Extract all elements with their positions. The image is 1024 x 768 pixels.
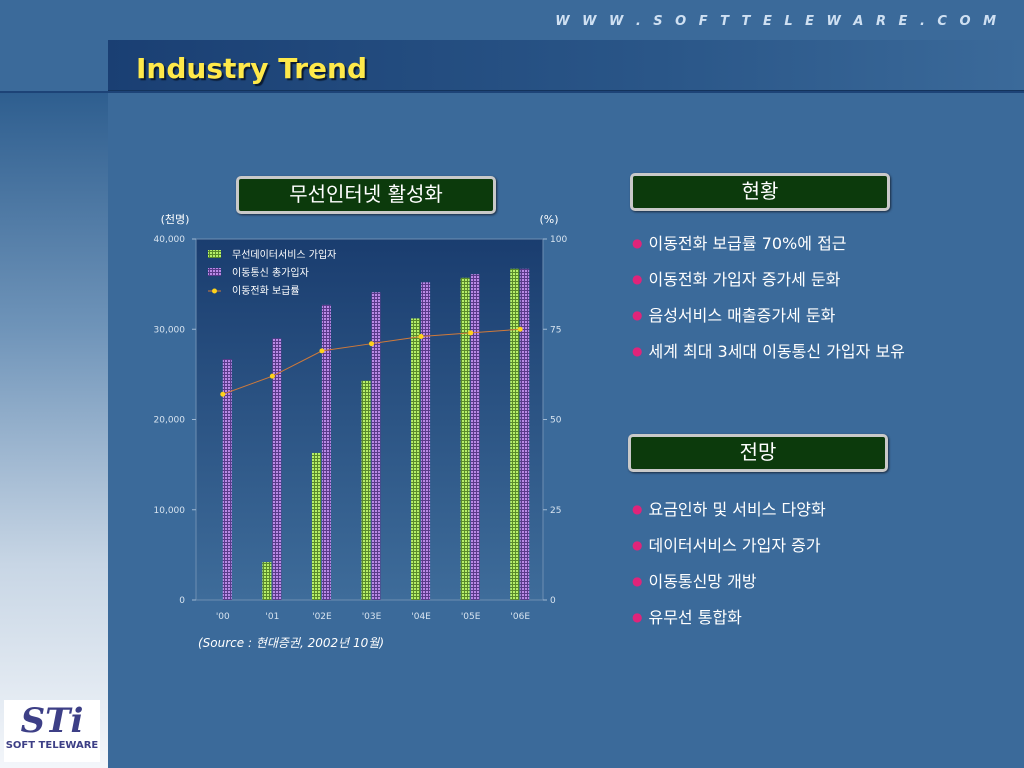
legend-label: 이동전화 보급률: [232, 285, 300, 297]
list-item: ● 이동통신망 개방: [632, 569, 826, 605]
left-decor-strip: [0, 92, 108, 768]
outlook-item-text: 데이터서비스 가입자 증가: [648, 536, 821, 555]
bar-total-subscribers: [272, 338, 282, 600]
status-item-text: 음성서비스 매출증가세 둔화: [648, 306, 836, 325]
bar-data-subscribers: [510, 268, 520, 600]
bullet-icon: ●: [632, 236, 643, 250]
y-right-tick-label: 75: [550, 325, 561, 335]
x-tick-label: '06E: [510, 612, 530, 622]
y-left-tick-label: 40,000: [154, 235, 186, 245]
x-tick-label: '01: [265, 612, 279, 622]
bullet-icon: ●: [632, 574, 643, 588]
x-tick-label: '03E: [362, 612, 382, 622]
line-point: [269, 373, 275, 379]
list-item: ● 이동전화 가입자 증가세 둔화: [632, 267, 905, 303]
bar-data-subscribers: [411, 318, 421, 600]
y-right-unit-label: (%): [539, 213, 558, 226]
title-divider: [0, 91, 1024, 93]
list-item: ● 음성서비스 매출증가세 둔화: [632, 303, 905, 339]
status-heading: 현황: [630, 173, 890, 211]
bar-total-subscribers: [222, 359, 232, 600]
status-list: ● 이동전화 보급률 70%에 접근 ● 이동전화 가입자 증가세 둔화 ● 음성서비…: [632, 231, 905, 375]
legend-label: 무선데이터서비스 가입자: [232, 248, 336, 261]
outlook-item-text: 요금인하 및 서비스 다양화: [648, 500, 826, 519]
status-item-text: 이동전화 보급률 70%에 접근: [648, 234, 847, 253]
status-item-text: 이동전화 가입자 증가세 둔화: [648, 270, 841, 289]
status-item-text: 세계 최대 3세대 이동통신 가입자 보유: [648, 342, 905, 361]
logo-text: SOFT TELEWARE: [5, 740, 99, 751]
y-left-tick-label: 0: [179, 596, 185, 606]
y-right-tick-label: 25: [550, 506, 561, 516]
outlook-list: ● 요금인하 및 서비스 다양화 ● 데이터서비스 가입자 증가 ● 이동통신망 개방…: [632, 497, 826, 641]
page-title: Industry Trend: [136, 52, 367, 85]
y-left-tick-label: 30,000: [154, 325, 186, 335]
line-point: [220, 391, 226, 397]
bullet-icon: ●: [632, 344, 643, 358]
bar-data-subscribers: [361, 380, 371, 600]
line-point: [517, 326, 523, 332]
x-tick-label: '05E: [461, 612, 481, 622]
y-right-tick-label: 0: [550, 596, 556, 606]
y-left-tick-label: 20,000: [154, 416, 186, 426]
y-right-tick-label: 100: [550, 235, 567, 245]
bar-data-subscribers: [262, 562, 272, 600]
legend-label: 이동통신 총가입자: [232, 266, 309, 279]
chart-title-box: 무선인터넷 활성화: [236, 176, 496, 214]
bar-total-subscribers: [421, 282, 431, 600]
x-tick-label: '00: [216, 612, 230, 622]
website-url: W W W . S O F T T E L E W A R E . C O M: [555, 14, 1000, 29]
bar-data-subscribers: [311, 452, 321, 600]
list-item: ● 데이터서비스 가입자 증가: [632, 533, 826, 569]
bar-data-subscribers: [460, 277, 470, 600]
bar-total-subscribers: [321, 304, 331, 600]
line-point: [319, 348, 325, 354]
y-right-tick-label: 50: [550, 416, 562, 426]
line-point: [418, 333, 424, 339]
logo-mark: STi: [20, 701, 84, 741]
source-note: (Source : 현대증권, 2002년 10월): [198, 636, 385, 650]
legend-swatch-point: [212, 288, 217, 294]
line-point: [369, 341, 374, 347]
outlook-heading: 전망: [628, 434, 888, 472]
legend-swatch-total: [208, 268, 221, 276]
line-point: [468, 330, 474, 336]
bullet-icon: ●: [632, 538, 643, 552]
bar-total-subscribers: [520, 268, 530, 600]
bullet-icon: ●: [632, 610, 643, 624]
x-tick-label: '02E: [312, 612, 332, 622]
outlook-item-text: 이동통신망 개방: [648, 572, 757, 591]
y-left-tick-label: 10,000: [154, 506, 186, 516]
x-tick-label: '04E: [411, 612, 431, 622]
list-item: ● 세계 최대 3세대 이동통신 가입자 보유: [632, 339, 905, 375]
bullet-icon: ●: [632, 272, 643, 286]
bar-total-subscribers: [371, 292, 381, 600]
bar-total-subscribers: [470, 274, 480, 600]
bullet-icon: ●: [632, 308, 643, 322]
list-item: ● 요금인하 및 서비스 다양화: [632, 497, 826, 533]
list-item: ● 유무선 통합화: [632, 605, 826, 641]
outlook-item-text: 유무선 통합화: [648, 608, 742, 627]
legend-swatch-data: [208, 250, 221, 258]
company-logo: STi SOFT TELEWARE: [4, 700, 100, 762]
bullet-icon: ●: [632, 502, 643, 516]
list-item: ● 이동전화 보급률 70%에 접근: [632, 231, 905, 267]
y-left-unit-label: (천명): [161, 212, 190, 226]
